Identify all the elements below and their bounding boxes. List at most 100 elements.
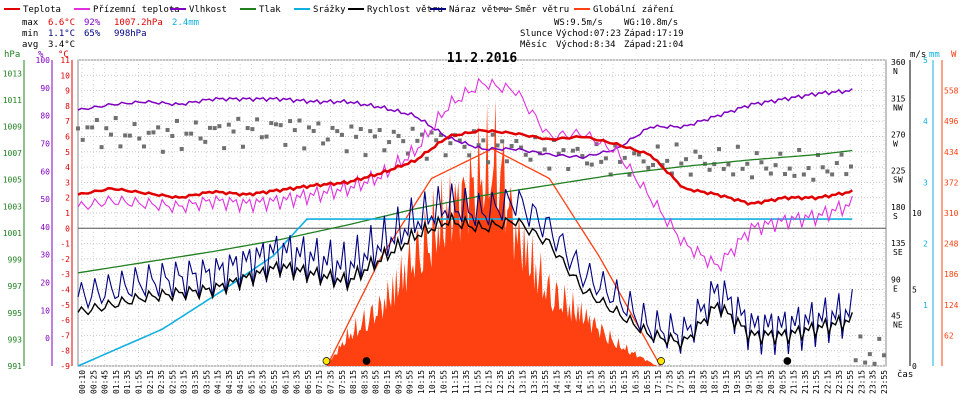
wind-dir-point xyxy=(184,131,189,136)
wind-dir-point xyxy=(123,133,128,138)
wind-dir-point xyxy=(292,128,297,133)
mm-tick-label: 3 xyxy=(923,178,928,187)
degc-axis-unit: °C xyxy=(58,50,69,60)
wind-dir-point xyxy=(622,155,627,160)
degc-tick-label: 1 xyxy=(65,209,70,218)
wind-dir-point xyxy=(321,141,326,146)
wind-dir-point xyxy=(731,172,736,177)
time-tick-label: 16:15 xyxy=(620,370,629,394)
time-tick-label: 03:15 xyxy=(180,370,189,394)
wind-dir-point xyxy=(669,171,674,176)
wind-dir-point xyxy=(382,148,387,153)
degc-tick-label: 3 xyxy=(65,178,70,187)
wind-dir-point xyxy=(867,352,872,357)
hpa-tick-label: 1001 xyxy=(3,229,22,238)
wind-dir-point xyxy=(754,151,759,156)
w-tick-label: 496 xyxy=(944,117,959,126)
wind-dir-point xyxy=(156,125,161,130)
astro-marker: 17:19 xyxy=(657,357,665,365)
degc-tick-label: 10 xyxy=(60,71,70,80)
time-tick-label: 06:15 xyxy=(281,370,290,394)
time-tick-label: 00:10 xyxy=(78,370,87,394)
wind-dir-point xyxy=(825,169,830,174)
hpa-tick-label: 1005 xyxy=(3,176,22,185)
time-tick-label: 21:35 xyxy=(801,370,810,394)
degc-tick-label: 7 xyxy=(65,117,70,126)
wind-dir-point xyxy=(651,162,656,167)
wind-dir-point xyxy=(462,144,467,149)
wind-dir-point xyxy=(528,157,533,162)
hpa-tick-label: 1009 xyxy=(3,123,22,132)
dir-tick-label: 135 xyxy=(891,239,906,248)
dir-compass-label: NE xyxy=(893,321,903,330)
wind-dir-point xyxy=(240,144,245,149)
wind-dir-point xyxy=(684,157,689,162)
wind-dir-point xyxy=(306,125,311,130)
time-tick-label: 04:35 xyxy=(225,370,234,394)
wind-dir-point xyxy=(113,115,118,120)
hpa-tick-label: 1011 xyxy=(3,96,22,105)
dir-compass-label: N xyxy=(893,67,898,76)
wind-dir-point xyxy=(839,152,844,157)
wind-dir-point xyxy=(844,172,849,177)
wind-dir-point xyxy=(698,154,703,159)
time-tick-label: 10:55 xyxy=(439,370,448,394)
wind-dir-point xyxy=(674,142,679,147)
gust-line xyxy=(77,183,853,355)
temperature-line xyxy=(77,128,853,206)
sun-set: Západ:17:19 xyxy=(624,29,684,39)
wind-dir-point xyxy=(490,132,495,137)
ms-axis-unit: m/s xyxy=(910,50,926,60)
wind-dir-point xyxy=(792,173,797,178)
time-tick-label: 01:55 xyxy=(134,370,143,394)
legend: Teplota Přízemní teplota Vlhkost Tlak Srážky… xyxy=(4,5,674,15)
hpa-tick-label: 999 xyxy=(8,256,23,265)
min-hum: 65% xyxy=(84,29,101,39)
hpa-tick-label: 1003 xyxy=(3,202,22,211)
time-tick-label: 12:35 xyxy=(496,370,505,394)
wind-dir-point xyxy=(778,151,783,156)
time-tick-label: 15:55 xyxy=(609,370,618,394)
wind-dir-point xyxy=(476,143,481,148)
dir-tick-label: 45 xyxy=(891,312,901,321)
time-tick-label: 03:55 xyxy=(202,370,211,394)
wind-dir-point xyxy=(118,144,123,149)
wind-dir-point xyxy=(255,117,260,122)
wind-dir-point xyxy=(415,138,420,143)
wind-dir-point xyxy=(259,135,264,140)
wind-dir-point xyxy=(405,151,410,156)
wind-dir-point xyxy=(236,116,241,121)
wind-dir-point xyxy=(726,162,731,167)
time-tick-label: 22:15 xyxy=(824,370,833,394)
time-tick-label: 21:55 xyxy=(812,370,821,394)
degc-tick-label: -5 xyxy=(60,301,70,310)
wind-dir-point xyxy=(811,177,816,182)
time-tick-label: 08:35 xyxy=(360,370,369,394)
wind-dir-point xyxy=(80,137,85,142)
wind-dir-point xyxy=(740,166,745,171)
wind-dir-point xyxy=(160,149,165,154)
pct-tick-label: 20 xyxy=(40,279,50,288)
min-press: 998hPa xyxy=(114,29,147,39)
wind-dir-point xyxy=(641,159,646,164)
wind-dir-point xyxy=(627,172,632,177)
dir-compass-label: W xyxy=(893,140,898,149)
wind-dir-point xyxy=(85,125,90,130)
degc-tick-label: 0 xyxy=(65,224,70,233)
wind-dir-point xyxy=(420,132,425,137)
pct-tick-label: 80 xyxy=(40,112,50,121)
wind-speed-line xyxy=(77,211,853,351)
series-layer: 07:23 08:34 17:19 21:04 xyxy=(76,77,886,367)
wind-dir-point xyxy=(165,128,170,133)
wind-dir-point xyxy=(467,153,472,158)
wind-dir-point xyxy=(834,161,839,166)
sun-label: Slunce xyxy=(520,29,553,39)
moon-label: Měsíc xyxy=(520,40,547,50)
dir-tick-label: 180 xyxy=(891,203,906,212)
degc-tick-label: -6 xyxy=(60,316,70,325)
max-temp: 6.6°C xyxy=(48,18,75,28)
moon-rise: Východ:8:34 xyxy=(556,40,616,50)
min-label: min xyxy=(22,29,38,39)
pressure-line xyxy=(77,149,853,274)
wind-dir-point xyxy=(759,160,764,165)
